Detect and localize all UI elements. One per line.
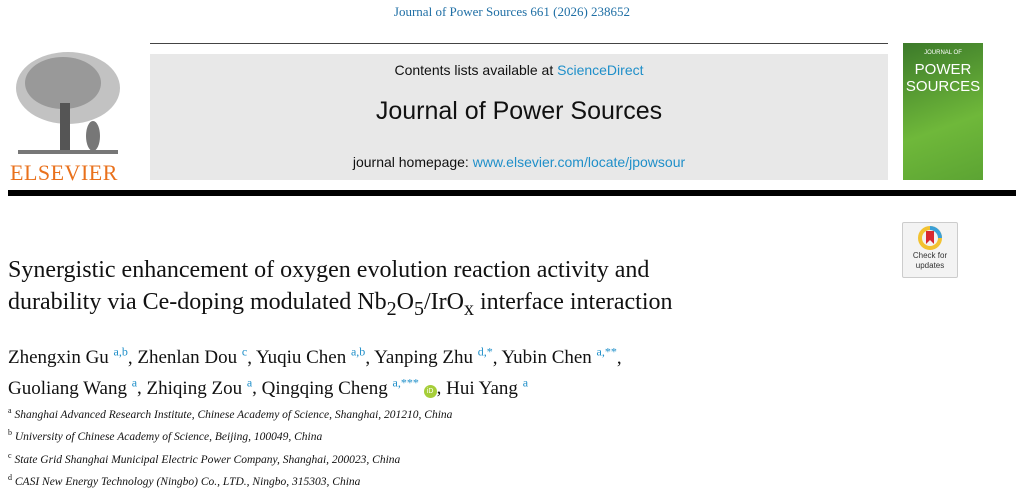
homepage-link[interactable]: www.elsevier.com/locate/jpowsour [472,154,686,170]
contents-prefix: Contents lists available at [394,62,558,78]
homepage-prefix: journal homepage: [352,154,473,170]
author-list: Zhengxin Gu a,b, Zhenlan Dou c, Yuqiu Ch… [8,345,622,399]
orcid-icon[interactable]: iD [423,384,437,398]
author[interactable]: Yanping Zhu d,* [374,345,493,369]
cover-line3: SOURCES [905,78,981,95]
affiliation: b University of Chinese Academy of Scien… [8,428,323,444]
cover-line2: POWER [914,61,972,78]
journal-name: Journal of Power Sources [375,97,663,125]
divider [150,43,888,44]
journal-cover[interactable]: JOURNAL OF POWER SOURCES [903,43,983,180]
elsevier-wordmark[interactable]: ELSEVIER [10,160,118,185]
homepage-line: journal homepage: www.elsevier.com/locat… [150,154,888,171]
affiliation: c State Grid Shanghai Municipal Electric… [8,450,401,466]
cover-line1: JOURNAL OF [924,50,962,56]
author[interactable]: Yubin Chen a,** [501,345,617,369]
affiliation: a Shanghai Advanced Research Institute, … [8,406,453,421]
author[interactable]: Hui Yang a [446,375,529,399]
elsevier-tree-logo [16,52,120,154]
sciencedirect-link[interactable]: ScienceDirect [557,62,644,78]
citation-link[interactable]: Journal of Power Sources 661 (2026) 2386… [393,4,631,19]
author[interactable]: Zhiqing Zou a [146,375,253,399]
header-rule [8,190,1016,196]
journal-banner: Contents lists available at ScienceDirec… [150,54,888,180]
check-label: Check for [912,251,948,260]
updates-label: updates [915,261,945,270]
crossmark-icon [918,226,942,250]
contents-line: Contents lists available at ScienceDirec… [150,62,888,79]
affiliations: a Shanghai Advanced Research Institute, … [8,402,452,491]
article-title: Synergistic enhancement of oxygen evolut… [8,257,673,320]
author[interactable]: Guoliang Wang a [8,375,138,399]
check-for-updates-button[interactable]: Check for updates [902,222,958,278]
author[interactable]: Zhengxin Gu a,b [8,345,128,369]
author[interactable]: Qingqing Cheng a,*** [261,375,419,399]
affiliation: d CASI New Energy Technology (Ningbo) Co… [8,472,361,488]
author[interactable]: Yuqiu Chen a,b [255,345,366,369]
author[interactable]: Zhenlan Dou c [137,345,248,369]
